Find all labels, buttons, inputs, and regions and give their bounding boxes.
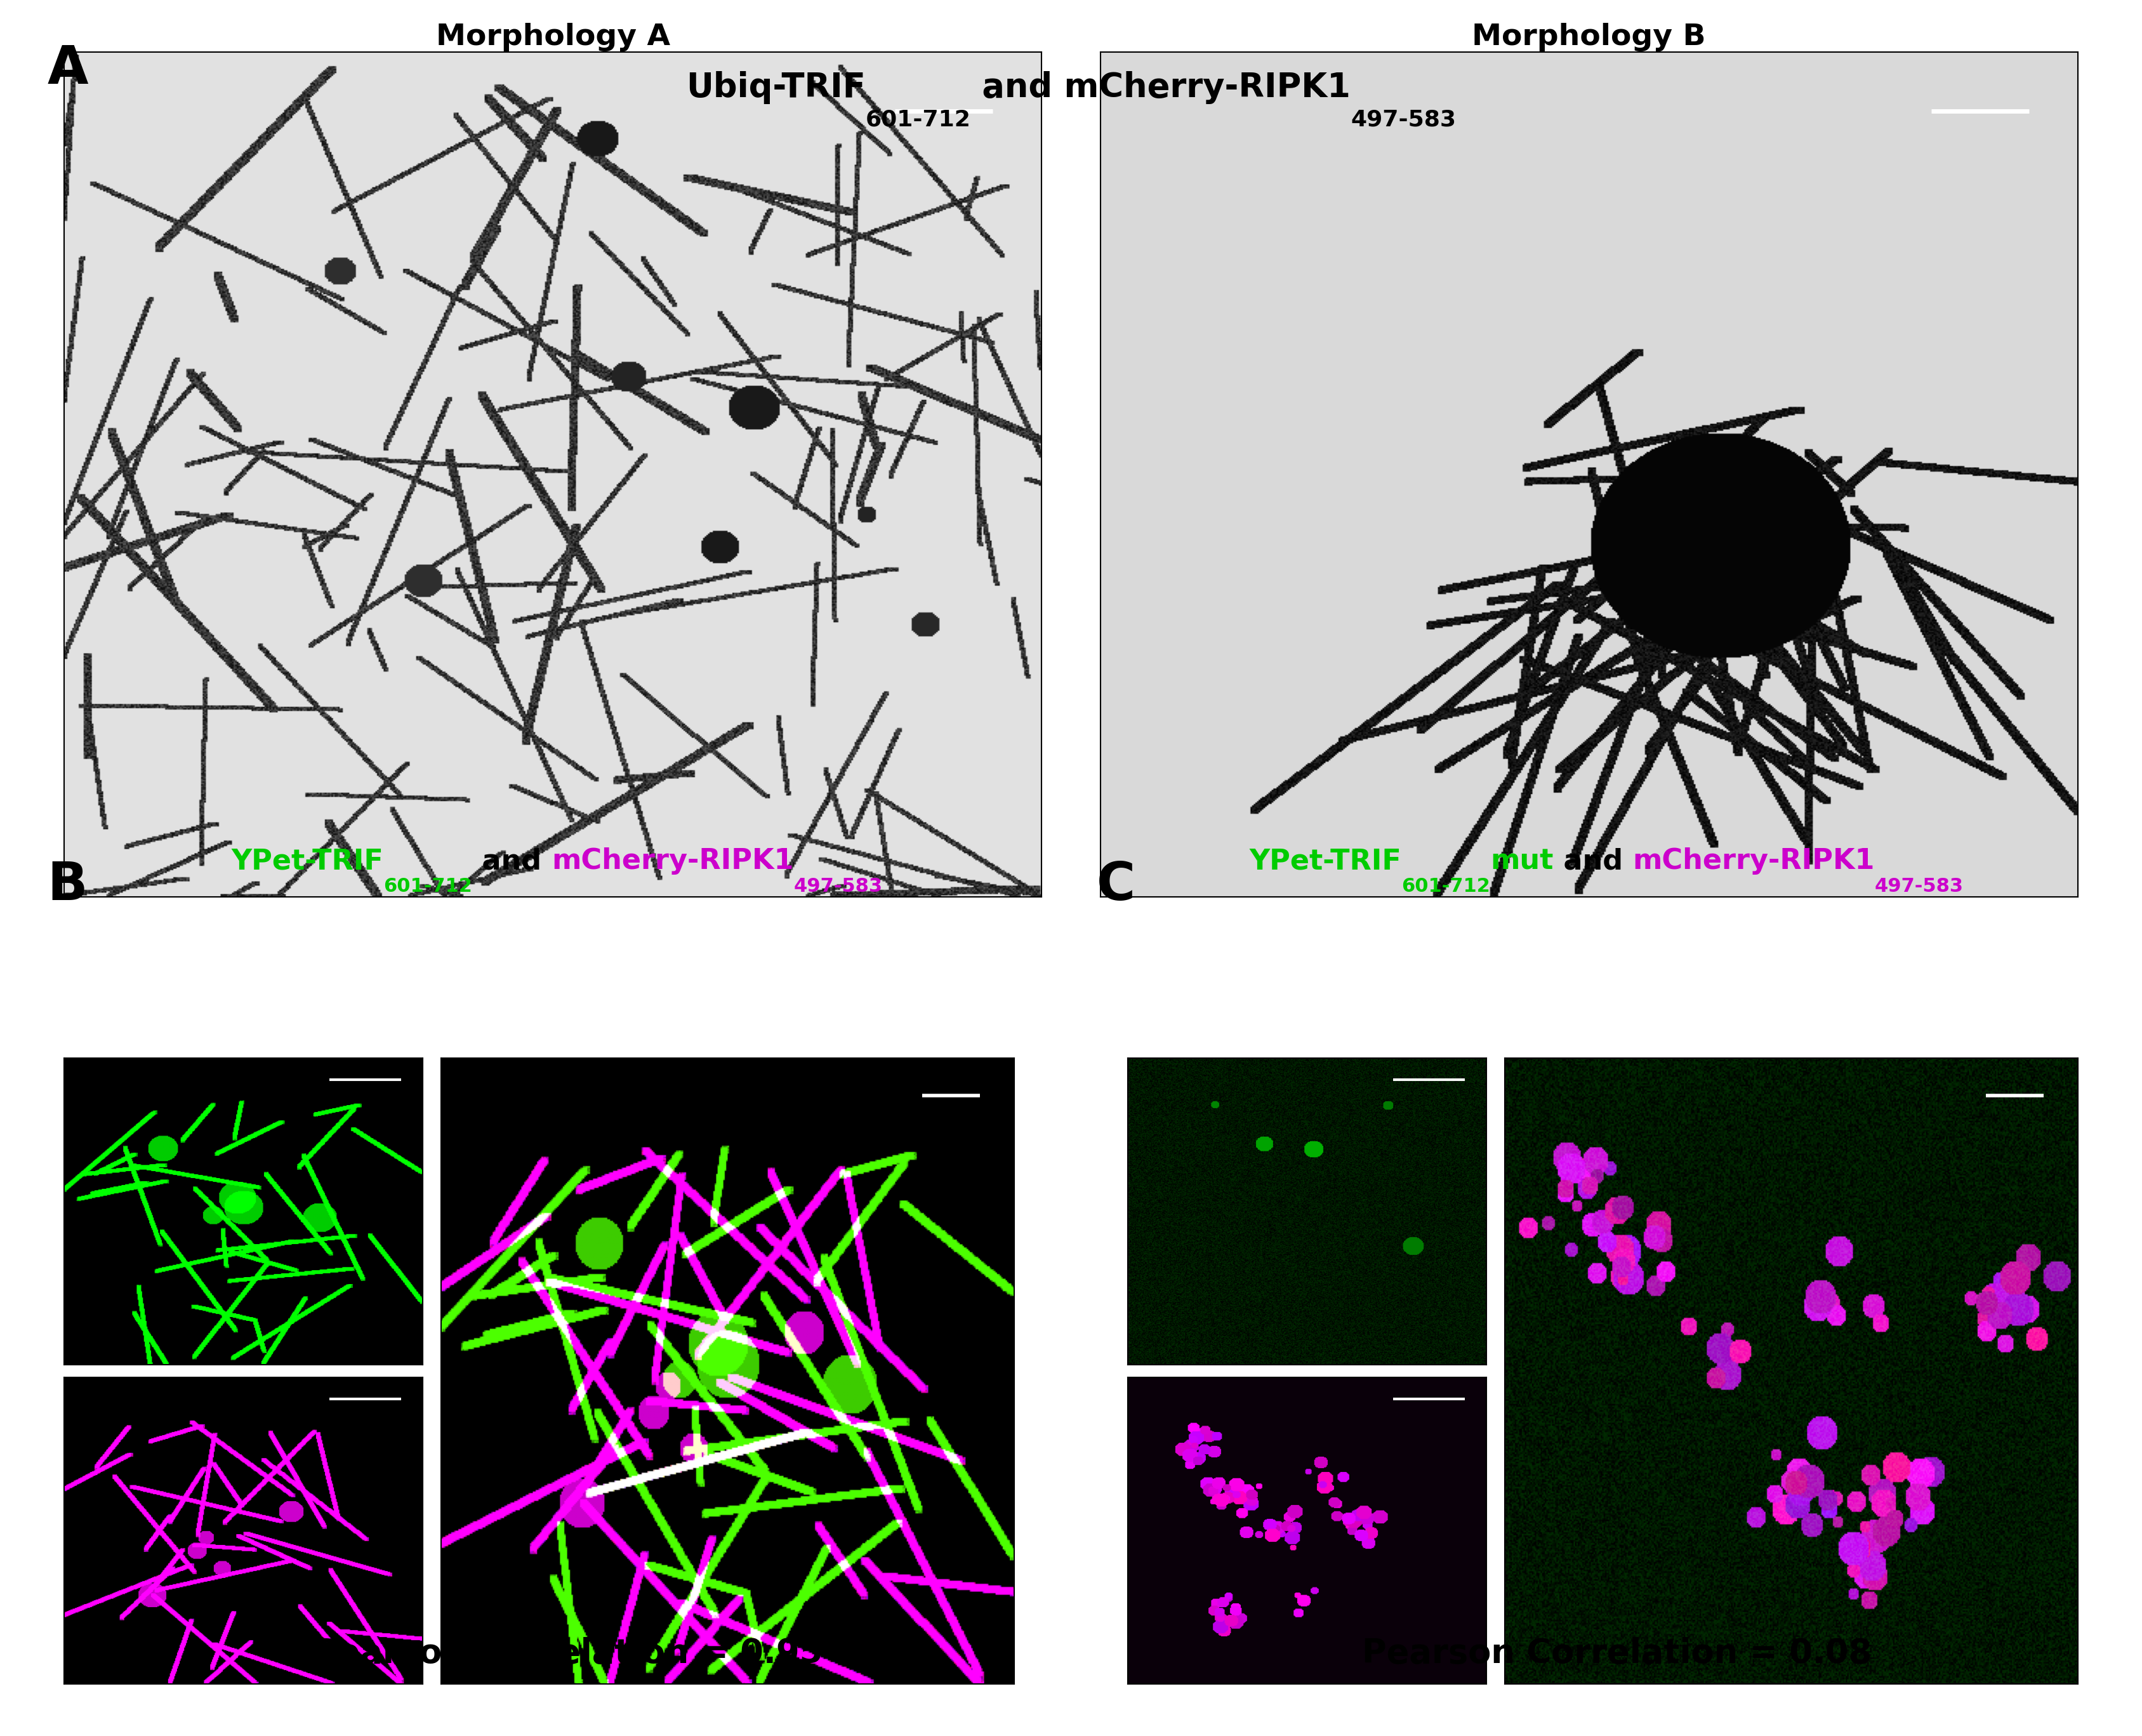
- Text: C: C: [1097, 859, 1135, 911]
- Text: Ubiq-TRIF: Ubiq-TRIF: [685, 71, 865, 104]
- Text: A: A: [47, 43, 88, 95]
- Text: 601-712: 601-712: [865, 109, 970, 130]
- Text: YPet-TRIF: YPet-TRIF: [231, 847, 383, 875]
- Text: 497-583: 497-583: [793, 877, 883, 896]
- Text: and: and: [1553, 847, 1632, 875]
- Text: YPet-TRIF: YPet-TRIF: [1249, 847, 1401, 875]
- Title: Morphology A: Morphology A: [435, 23, 670, 52]
- Text: and mCherry-RIPK1: and mCherry-RIPK1: [970, 71, 1352, 104]
- Text: mCherry-RIPK1: mCherry-RIPK1: [550, 847, 793, 875]
- Text: Pearson Correlation = 0.95: Pearson Correlation = 0.95: [313, 1637, 823, 1670]
- Text: mCherry-RIPK1: mCherry-RIPK1: [1632, 847, 1874, 875]
- Text: 601-712: 601-712: [383, 877, 473, 896]
- Text: B: B: [47, 859, 88, 911]
- Title: Morphology B: Morphology B: [1472, 23, 1705, 52]
- Text: mut: mut: [1491, 847, 1553, 875]
- Text: Pearson Correlation = 0.08: Pearson Correlation = 0.08: [1362, 1637, 1872, 1670]
- Text: 497-583: 497-583: [1352, 109, 1457, 130]
- Text: 497-583: 497-583: [1874, 877, 1964, 896]
- Text: and: and: [473, 847, 550, 875]
- Text: 601-712: 601-712: [1401, 877, 1491, 896]
